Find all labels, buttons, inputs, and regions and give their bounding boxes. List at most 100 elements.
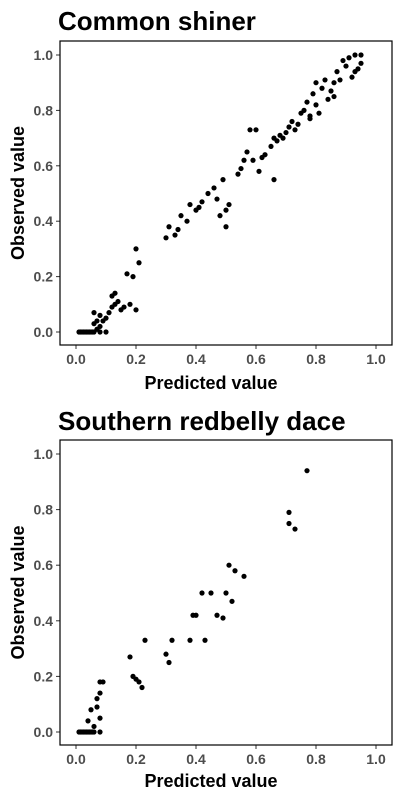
data-point: [250, 157, 256, 163]
data-point: [184, 218, 190, 224]
x-tick-label: 0.4: [186, 751, 206, 767]
y-tick-label: 0.0: [34, 724, 54, 740]
data-point: [136, 260, 142, 266]
data-point: [97, 323, 103, 330]
data-point: [322, 77, 328, 83]
data-point: [295, 121, 301, 127]
y-axis-title: Observed value: [8, 525, 28, 659]
data-point: [358, 52, 364, 58]
data-point: [214, 196, 220, 202]
data-point: [328, 88, 334, 94]
x-tick-label: 0.8: [306, 751, 326, 767]
data-point: [340, 57, 346, 64]
data-point: [178, 213, 184, 219]
data-point: [127, 301, 133, 307]
y-tick-label: 1.0: [34, 47, 54, 63]
data-point: [253, 127, 259, 133]
x-tick-label: 0.4: [186, 351, 206, 367]
data-point: [223, 224, 229, 230]
chart-title: Common shiner: [58, 6, 256, 36]
data-point: [94, 704, 100, 710]
data-point: [220, 615, 226, 621]
data-point: [244, 149, 250, 155]
data-point: [238, 165, 244, 172]
data-point: [304, 99, 310, 105]
data-point: [307, 113, 313, 119]
data-point: [226, 201, 232, 208]
data-point: [301, 107, 307, 113]
data-point: [232, 568, 238, 574]
y-tick-label: 1.0: [34, 446, 54, 462]
data-point: [211, 185, 217, 191]
data-point: [193, 612, 199, 618]
data-point: [331, 80, 337, 86]
data-point: [223, 207, 229, 213]
data-point: [91, 723, 97, 730]
x-tick-label: 1.0: [366, 351, 386, 367]
data-point: [223, 590, 229, 596]
data-point: [292, 127, 298, 133]
x-tick-label: 0.6: [246, 351, 266, 367]
y-tick-label: 0.2: [34, 269, 54, 285]
data-point: [208, 590, 214, 596]
data-point: [337, 77, 343, 83]
x-axis-title: Predicted value: [144, 771, 277, 791]
data-point: [217, 213, 223, 219]
data-point: [121, 304, 127, 310]
data-point: [325, 96, 331, 102]
y-axis-title: Observed value: [8, 126, 28, 260]
data-point: [166, 659, 172, 666]
data-point: [97, 729, 103, 735]
data-point: [280, 135, 286, 141]
data-point: [304, 468, 310, 474]
data-point: [292, 526, 298, 532]
data-point: [319, 85, 325, 91]
y-tick-label: 0.8: [34, 102, 54, 118]
y-tick-label: 0.4: [34, 213, 54, 229]
data-point: [139, 684, 145, 691]
panel-common-shiner: Common shiner Predicted value Observed v…: [8, 6, 393, 393]
tick-group: 0.0 0.0 0.2 0.2 0.4 0.4 0.6 0.6 0.8 0.8 1.0 1.0: [34, 47, 386, 367]
data-point: [316, 110, 322, 116]
data-point: [256, 168, 262, 174]
data-point: [199, 199, 205, 205]
y-tick-label: 0.8: [34, 502, 54, 518]
data-point: [94, 318, 100, 324]
data-point: [286, 509, 292, 515]
x-tick-label: 0.2: [126, 351, 146, 367]
point-group: [76, 52, 364, 335]
data-point: [103, 329, 109, 335]
data-point: [112, 290, 118, 296]
data-point: [283, 129, 289, 136]
y-tick-label: 0.2: [34, 668, 54, 684]
data-point: [166, 224, 172, 230]
chart-title: Southern redbelly dace: [58, 406, 346, 436]
data-point: [97, 312, 103, 318]
data-point: [235, 171, 241, 177]
data-point: [88, 707, 94, 713]
data-point: [100, 679, 106, 685]
plot-frame: [59, 439, 393, 746]
data-point: [220, 177, 226, 183]
x-tick-label: 0.0: [66, 751, 86, 767]
y-tick-label: 0.0: [34, 324, 54, 340]
tick-group: 0.0 0.0 0.2 0.2 0.4 0.4 0.6 0.6 0.8 0.8 1.0 1.0: [34, 446, 386, 767]
data-point: [133, 246, 139, 252]
data-point: [124, 271, 130, 277]
data-point: [85, 718, 91, 724]
data-point: [310, 91, 316, 97]
data-point: [94, 696, 100, 702]
data-point: [106, 310, 112, 316]
data-point: [130, 274, 136, 280]
data-point: [268, 143, 274, 150]
data-point: [355, 66, 361, 72]
y-tick-label: 0.4: [34, 613, 54, 629]
data-point: [115, 298, 121, 305]
data-point: [349, 74, 355, 80]
y-tick-label: 0.6: [34, 158, 54, 174]
data-point: [97, 715, 103, 721]
data-point: [187, 201, 193, 208]
x-axis-title: Predicted value: [144, 373, 277, 393]
data-point: [133, 307, 139, 313]
